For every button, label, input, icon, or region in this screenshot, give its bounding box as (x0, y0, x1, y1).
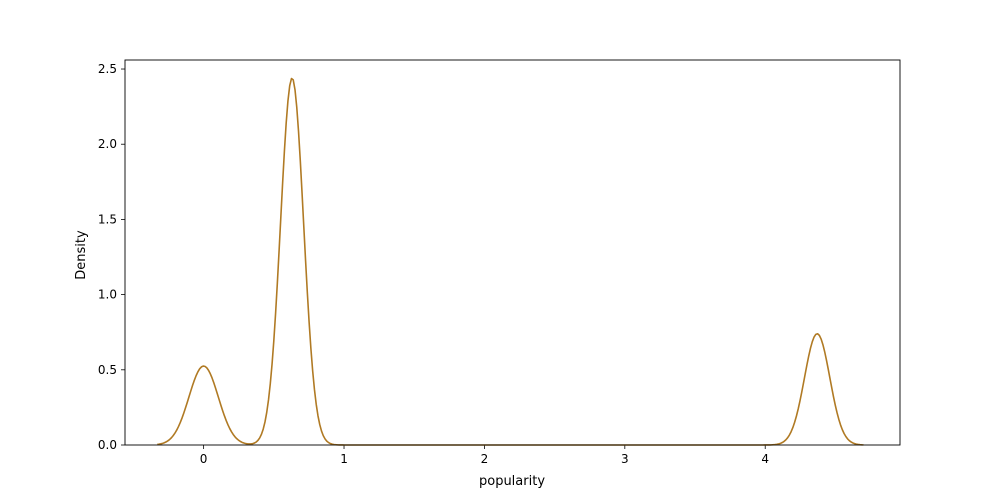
x-tick-label: 2 (481, 452, 489, 466)
x-axis-label: popularity (479, 474, 545, 489)
y-tick-label: 2.0 (98, 137, 117, 151)
x-axis-ticks: 0 1 2 3 4 (200, 445, 769, 466)
x-tick-label: 4 (761, 452, 769, 466)
y-tick-label: 2.5 (98, 62, 117, 76)
y-axis-ticks: 0.0 0.5 1.0 1.5 2.0 2.5 (98, 62, 125, 452)
x-tick-label: 0 (200, 452, 208, 466)
y-tick-label: 1.0 (98, 288, 117, 302)
x-tick-label: 3 (621, 452, 629, 466)
y-axis-label: Density (74, 230, 89, 280)
plot-frame (124, 59, 901, 446)
y-tick-label: 0.0 (98, 438, 117, 452)
x-tick-label: 1 (340, 452, 348, 466)
y-tick-label: 1.5 (98, 212, 117, 226)
y-tick-label: 0.5 (98, 363, 117, 377)
density-curve (157, 77, 864, 446)
